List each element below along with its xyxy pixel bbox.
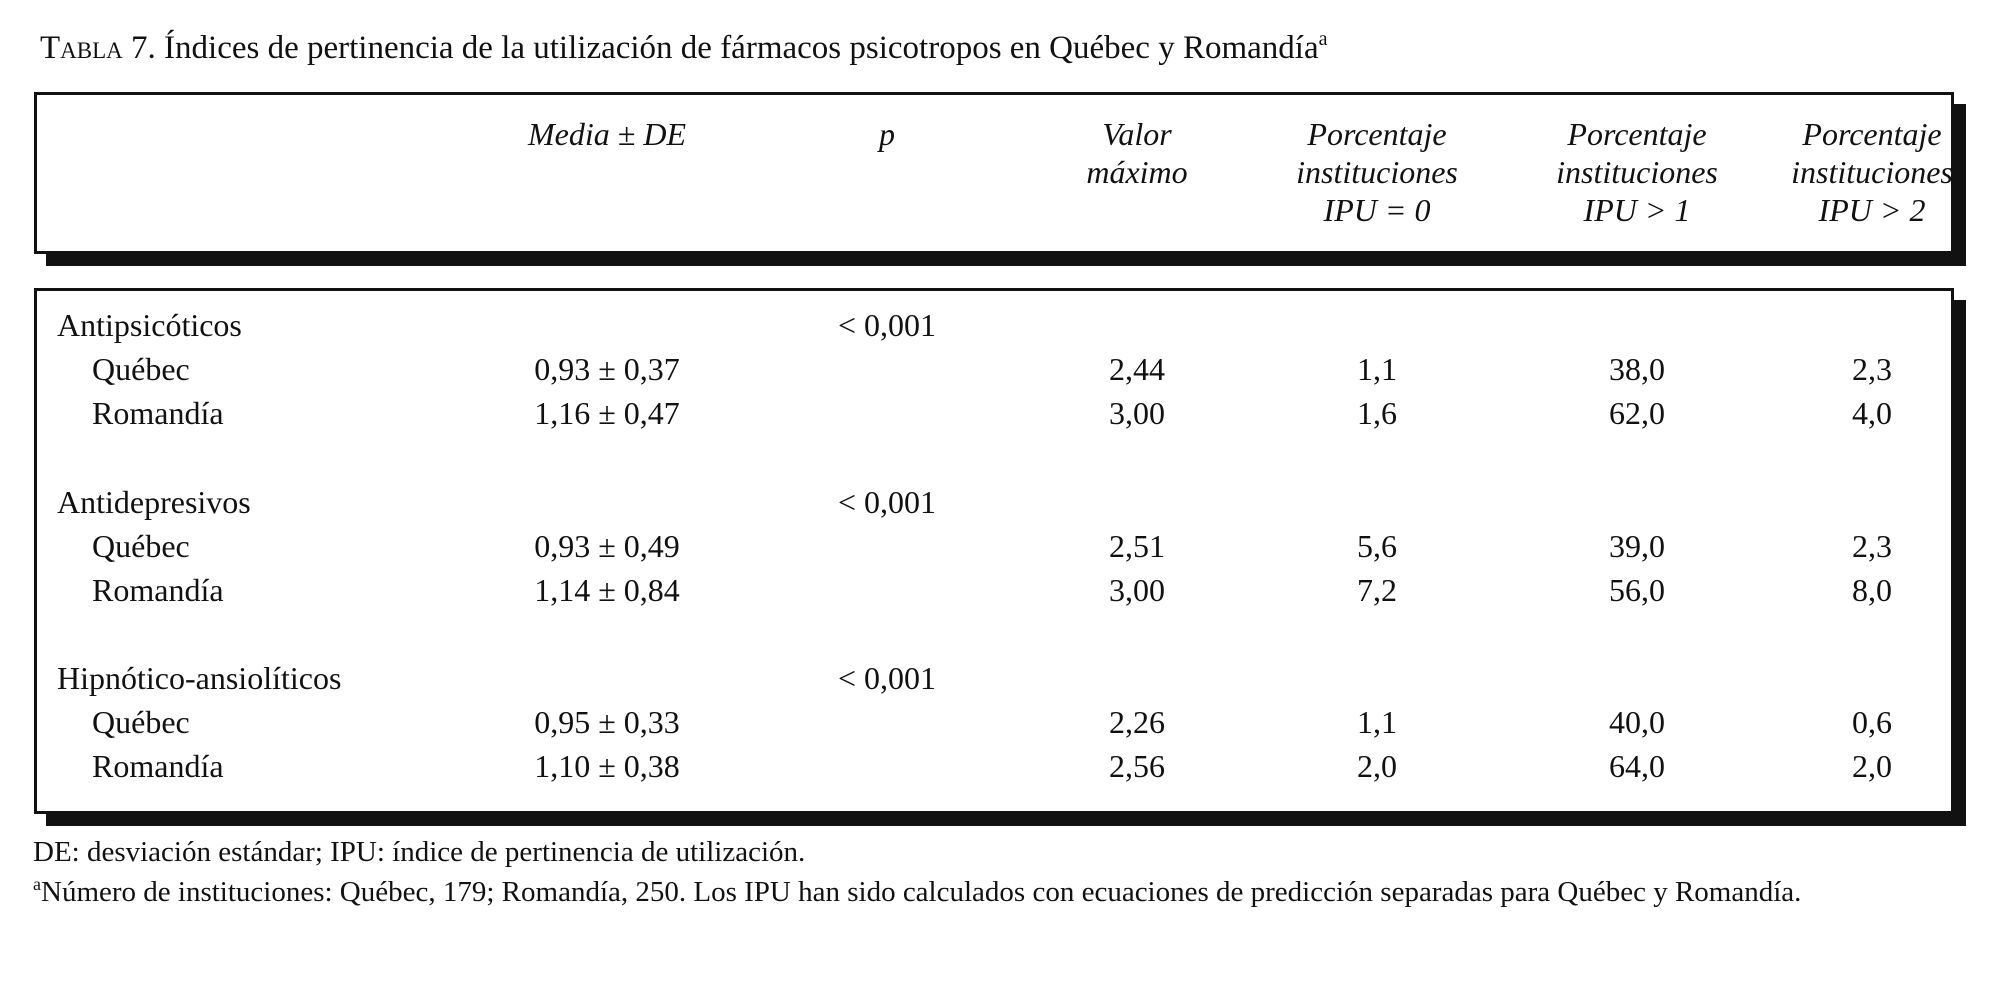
table-row: Québec 0,95 ± 0,33 2,26 1,1 40,0 0,6 [37, 700, 1951, 744]
region-label: Québec [92, 528, 190, 564]
ipu-0-value: 1,6 [1357, 395, 1397, 431]
ipu-0-value: 2,0 [1357, 748, 1397, 784]
ipu-0-value: 5,6 [1357, 528, 1397, 564]
mean-sd-value: 0,93 ± 0,37 [534, 351, 680, 387]
caption-footnote-marker: a [1318, 28, 1328, 50]
table-title: Índices de pertinencia de la utilización… [155, 30, 1319, 66]
mean-sd-value: 0,95 ± 0,33 [534, 704, 680, 740]
header-ipu-gt-1: Porcentaje instituciones IPU > 1 [1556, 116, 1718, 228]
header-ipu-gt-2: Porcentaje instituciones IPU > 2 [1791, 116, 1953, 228]
table-number: Tabla 7. [40, 30, 156, 66]
ipu-gt-1-value: 39,0 [1609, 528, 1665, 564]
max-value: 3,00 [1109, 572, 1165, 608]
ipu-gt-2-value: 8,0 [1852, 572, 1892, 608]
ipu-gt-2-value: 2,3 [1852, 351, 1892, 387]
max-value: 2,51 [1109, 528, 1165, 564]
header-p: p [879, 116, 895, 152]
max-value: 2,44 [1109, 351, 1165, 387]
table-header: Media ± DE p Valor máximo Porcentaje ins… [34, 92, 1954, 254]
max-value: 3,00 [1109, 395, 1165, 431]
ipu-gt-1-value: 40,0 [1609, 704, 1665, 740]
ipu-0-value: 1,1 [1357, 704, 1397, 740]
ipu-gt-2-value: 2,3 [1852, 528, 1892, 564]
group-row-hipnotico-ansioliticos: Hipnótico-ansiolíticos < 0,001 [37, 656, 1951, 700]
ipu-0-value: 7,2 [1357, 572, 1397, 608]
header-ipu-0: Porcentaje instituciones IPU = 0 [1296, 116, 1458, 228]
group-row-antidepresivos: Antidepresivos < 0,001 [37, 480, 1951, 524]
ipu-0-value: 1,1 [1357, 351, 1397, 387]
institutions-note-text: Número de instituciones: Québec, 179; Ro… [41, 876, 1802, 908]
max-value: 2,26 [1109, 704, 1165, 740]
region-label: Romandía [92, 395, 224, 431]
p-value: < 0,001 [837, 484, 937, 520]
mean-sd-value: 0,93 ± 0,49 [534, 528, 680, 564]
max-value: 2,56 [1109, 748, 1165, 784]
p-value: < 0,001 [837, 660, 937, 696]
ipu-gt-2-value: 0,6 [1852, 704, 1892, 740]
ipu-gt-1-value: 64,0 [1609, 748, 1665, 784]
group-label: Antidepresivos [57, 484, 251, 520]
ipu-gt-1-value: 62,0 [1609, 395, 1665, 431]
table-row: Québec 0,93 ± 0,37 2,44 1,1 38,0 2,3 [37, 347, 1951, 391]
ipu-gt-1-value: 38,0 [1609, 351, 1665, 387]
table-row: Romandía 1,10 ± 0,38 2,56 2,0 64,0 2,0 [37, 744, 1951, 788]
header-mean-sd: Media ± DE [528, 116, 686, 152]
mean-sd-value: 1,10 ± 0,38 [534, 748, 680, 784]
ipu-gt-2-value: 4,0 [1852, 395, 1892, 431]
mean-sd-value: 1,16 ± 0,47 [534, 395, 680, 431]
ipu-gt-1-value: 56,0 [1609, 572, 1665, 608]
region-label: Romandía [92, 748, 224, 784]
ipu-gt-2-value: 2,0 [1852, 748, 1892, 784]
region-label: Romandía [92, 572, 224, 608]
table-row: Québec 0,93 ± 0,49 2,51 5,6 39,0 2,3 [37, 524, 1951, 568]
table-row: Romandía 1,16 ± 0,47 3,00 1,6 62,0 4,0 [37, 391, 1951, 435]
table-caption: Tabla 7. Índices de pertinencia de la ut… [40, 28, 1328, 68]
table-row: Romandía 1,14 ± 0,84 3,00 7,2 56,0 8,0 [37, 568, 1951, 612]
mean-sd-value: 1,14 ± 0,84 [534, 572, 680, 608]
header-max-value: Valor máximo [1086, 116, 1188, 190]
footnote-marker: a [33, 874, 41, 894]
region-label: Québec [92, 351, 190, 387]
group-row-antipsicoticos: Antipsicóticos < 0,001 [37, 303, 1951, 347]
group-label: Hipnótico-ansiolíticos [57, 660, 342, 696]
region-label: Québec [92, 704, 190, 740]
p-value: < 0,001 [837, 307, 937, 343]
group-label: Antipsicóticos [57, 307, 242, 343]
abbreviations-note: DE: desviación estándar; IPU: índice de … [33, 836, 806, 868]
institutions-note: aNúmero de instituciones: Québec, 179; R… [33, 872, 1933, 912]
table-footnotes: DE: desviación estándar; IPU: índice de … [33, 832, 1933, 912]
table-body: Antipsicóticos < 0,001 Québec 0,93 ± 0,3… [34, 288, 1954, 814]
